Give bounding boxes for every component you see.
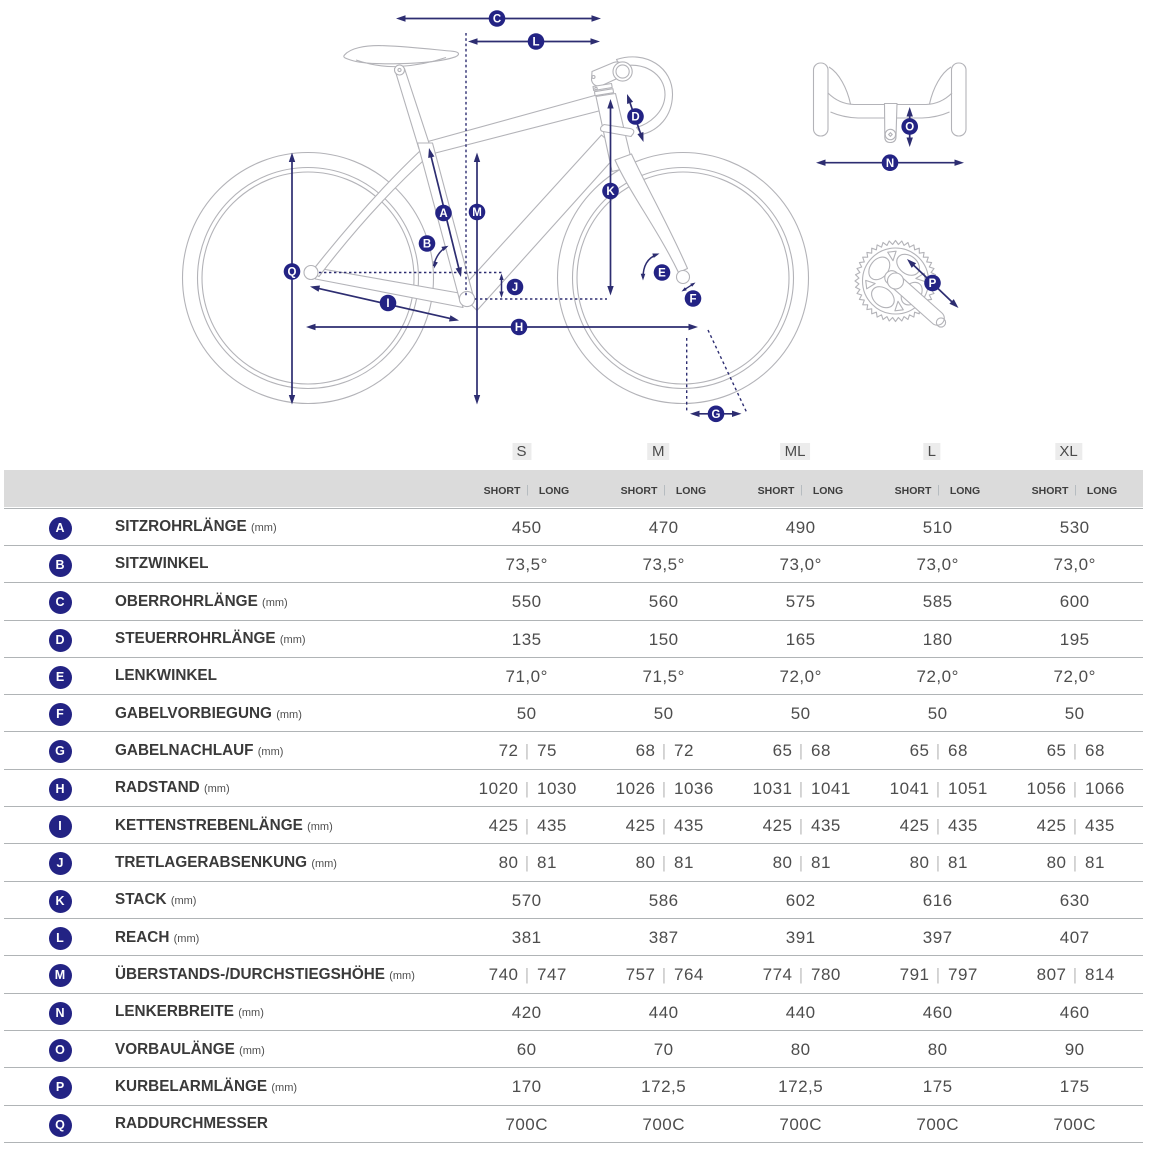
svg-text:O: O bbox=[905, 122, 914, 134]
svg-text:Q: Q bbox=[288, 267, 297, 279]
svg-text:A: A bbox=[439, 208, 447, 220]
svg-text:C: C bbox=[493, 14, 501, 26]
svg-text:L: L bbox=[532, 37, 539, 49]
svg-text:F: F bbox=[689, 294, 696, 306]
svg-text:K: K bbox=[606, 186, 615, 198]
svg-text:E: E bbox=[658, 268, 666, 280]
svg-text:B: B bbox=[423, 239, 431, 251]
svg-text:G: G bbox=[712, 409, 721, 421]
svg-text:D: D bbox=[631, 112, 639, 124]
svg-text:M: M bbox=[472, 207, 482, 219]
svg-text:H: H bbox=[515, 322, 523, 334]
svg-text:J: J bbox=[512, 282, 518, 294]
svg-text:P: P bbox=[929, 278, 937, 290]
svg-text:N: N bbox=[886, 158, 894, 170]
svg-text:I: I bbox=[386, 298, 389, 310]
